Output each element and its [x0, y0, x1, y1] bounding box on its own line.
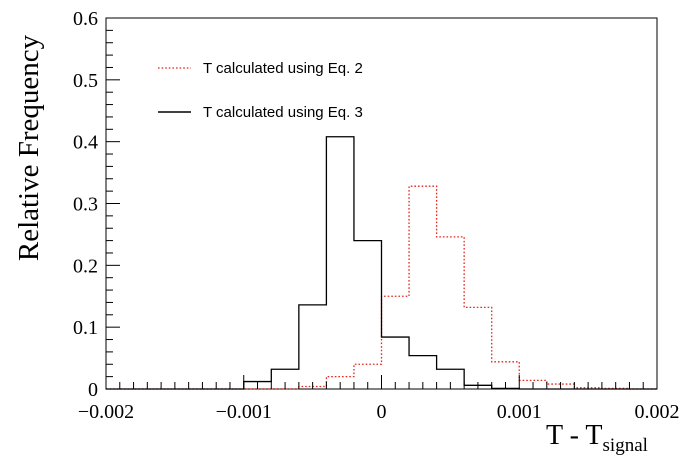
x-tick-label: 0.002	[635, 401, 680, 423]
x-tick-label: −0.002	[78, 401, 134, 423]
y-tick-label: 0	[88, 379, 98, 401]
x-axis-title-subscript: signal	[603, 435, 648, 455]
y-tick-label: 0.4	[73, 132, 98, 154]
y-tick-label: 0.6	[73, 8, 98, 30]
y-tick-label: 0.5	[73, 70, 98, 92]
axes-layer: 0 0.1 0.2 0.3 0.4 0.5 0.6 −0.002 −0.001 0 0.001 0.0…	[73, 8, 680, 423]
x-axis-title: T - Tsignal	[546, 420, 648, 455]
x-axis-title-main: T - T	[546, 420, 603, 451]
legend-label-eq2: T calculated using Eq. 2	[203, 60, 363, 77]
x-tick-label: −0.001	[216, 401, 272, 423]
y-axis-title: Relative Frequency	[13, 34, 45, 261]
legend: T calculated using Eq. 2 T calculated us…	[158, 60, 363, 121]
x-tick-label: 0.001	[497, 401, 542, 423]
y-tick-label: 0.1	[73, 317, 98, 339]
series-layer	[106, 136, 657, 390]
y-tick-label: 0.3	[73, 194, 98, 216]
y-tick-label: 0.2	[73, 255, 98, 277]
legend-label-eq3: T calculated using Eq. 3	[203, 104, 363, 121]
x-tick-label: 0	[377, 401, 387, 423]
